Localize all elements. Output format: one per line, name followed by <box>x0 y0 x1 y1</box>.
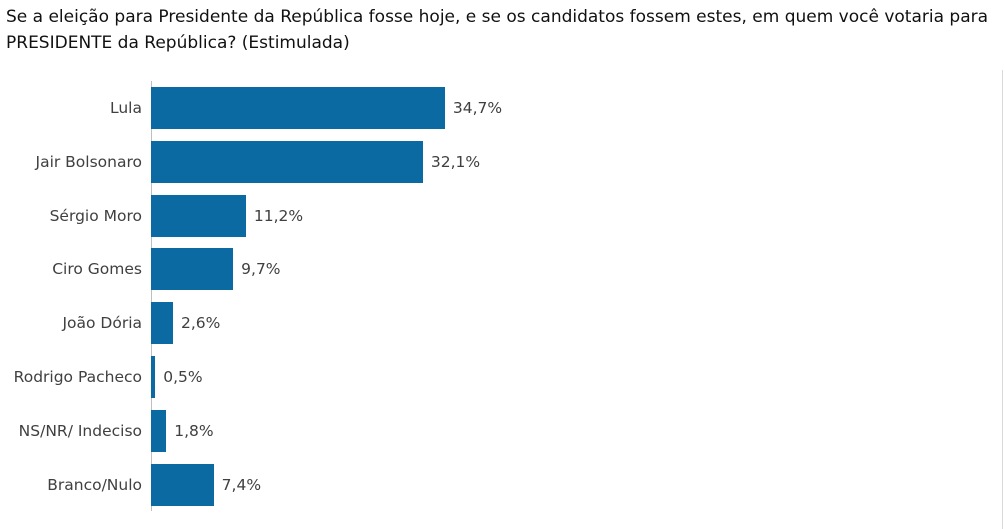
category-label: Branco/Nulo <box>47 475 142 494</box>
category-label: Ciro Gomes <box>52 260 142 279</box>
y-axis-line <box>151 81 152 512</box>
bar <box>151 248 234 291</box>
category-label: João Dória <box>62 314 142 333</box>
data-label: 0,5% <box>163 368 203 386</box>
bar <box>151 463 214 506</box>
category-label: NS/NR/ Indeciso <box>18 421 142 440</box>
frame-border <box>1002 70 1003 529</box>
data-label: 34,7% <box>452 99 503 117</box>
chart-title: Se a eleição para Presidente da Repúblic… <box>6 7 989 53</box>
bar <box>151 87 445 129</box>
bar <box>151 356 156 398</box>
data-label: 1,8% <box>174 421 214 440</box>
bar <box>151 140 423 183</box>
bar <box>151 194 246 237</box>
data-label: 32,1% <box>430 152 481 171</box>
data-label: 2,6% <box>181 314 221 333</box>
bar <box>151 302 174 345</box>
category-label: Lula <box>110 99 142 117</box>
data-label: 11,2% <box>253 206 304 225</box>
bar <box>151 409 167 452</box>
category-label: Sérgio Moro <box>49 206 142 225</box>
category-label: Rodrigo Pacheco <box>13 368 142 386</box>
data-label: 7,4% <box>221 475 262 494</box>
data-label: 9,7% <box>241 260 281 279</box>
category-label: Jair Bolsonaro <box>35 152 143 171</box>
